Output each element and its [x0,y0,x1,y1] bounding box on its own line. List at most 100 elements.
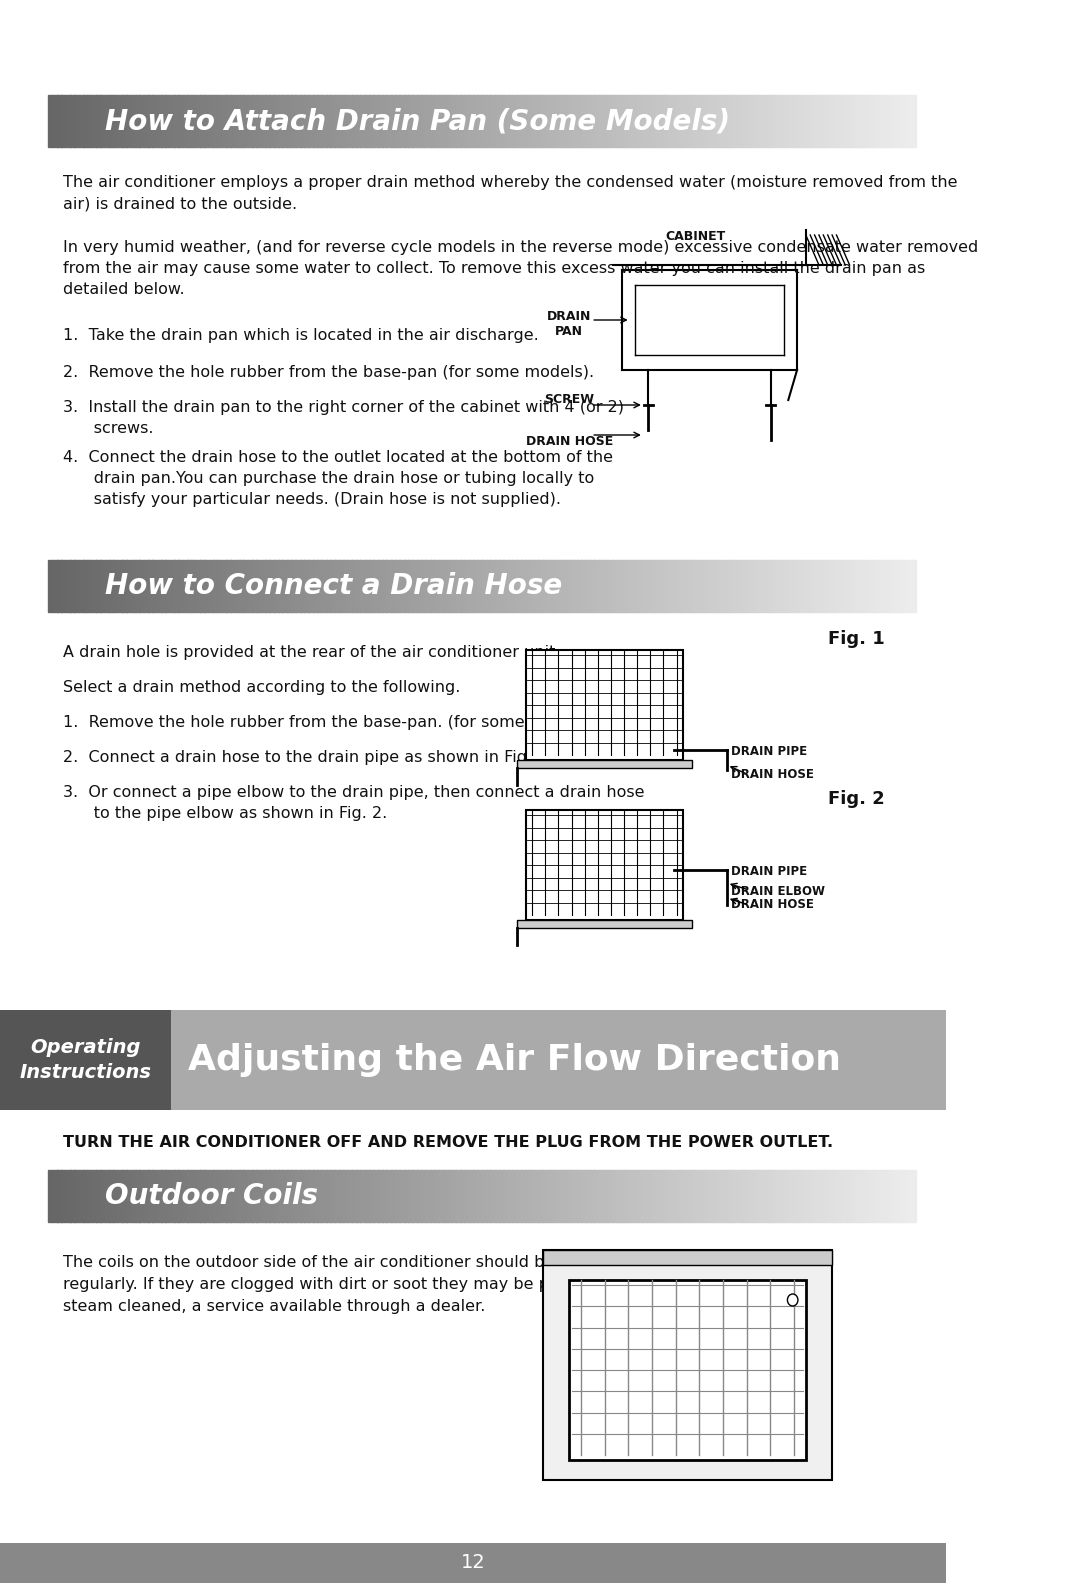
Bar [854,1170,860,1222]
Bar [421,560,427,613]
Bar [755,560,760,613]
Bar [781,95,786,147]
Bar [443,560,448,613]
Bar [378,560,383,613]
Bar [473,560,478,613]
Bar [664,95,669,147]
Bar [200,1170,205,1222]
Bar [625,560,630,613]
Bar [876,560,881,613]
Bar [299,1170,305,1222]
Bar [421,1170,427,1222]
Bar [105,95,110,147]
Bar [260,1170,266,1222]
Bar [643,560,647,613]
Bar [503,1170,509,1222]
Bar [477,95,483,147]
Bar [348,560,352,613]
Bar [70,1170,76,1222]
Bar [234,1170,240,1222]
Bar [469,95,474,147]
Bar [820,1170,825,1222]
Bar [191,95,197,147]
Bar [131,560,136,613]
Bar [755,95,760,147]
Bar [322,560,326,613]
Bar [499,560,504,613]
Bar [876,95,881,147]
Bar [656,560,660,613]
Bar [234,95,240,147]
Bar [738,95,743,147]
Bar [174,1170,179,1222]
Bar [603,560,608,613]
Bar [630,95,634,147]
Bar [690,1170,696,1222]
Bar [794,95,799,147]
Bar [846,95,851,147]
Text: 1.  Remove the hole rubber from the base-pan. (for some models): 1. Remove the hole rubber from the base-… [63,716,594,730]
Bar [265,1170,270,1222]
Bar [122,560,127,613]
Bar [278,560,283,613]
Bar [343,1170,348,1222]
Bar [451,1170,457,1222]
Bar [139,95,145,147]
Bar [460,95,465,147]
Bar [897,560,903,613]
Bar [820,95,825,147]
Text: DRAIN HOSE: DRAIN HOSE [731,768,814,780]
Bar [157,1170,162,1222]
Bar [733,95,739,147]
Bar [837,95,842,147]
Bar [516,95,522,147]
Bar [512,1170,517,1222]
Bar [529,95,535,147]
Bar [677,560,683,613]
Text: DRAIN
PAN: DRAIN PAN [548,310,592,339]
Bar [178,95,184,147]
Bar [49,95,53,147]
Bar [126,95,132,147]
Bar [195,560,201,613]
Bar [611,95,617,147]
Bar [382,95,388,147]
Bar [725,560,730,613]
Bar [572,95,578,147]
Bar [308,560,313,613]
Bar [673,95,678,147]
Bar [811,560,816,613]
Bar [152,560,158,613]
Bar [122,1170,127,1222]
Bar [585,560,591,613]
Bar [417,1170,422,1222]
Bar [378,95,383,147]
Bar [611,1170,617,1222]
Bar [326,95,330,147]
Bar [777,560,782,613]
Bar [564,1170,569,1222]
Bar [798,1170,804,1222]
Bar [910,95,916,147]
Bar [538,95,543,147]
Bar [252,560,257,613]
Bar [811,1170,816,1222]
Bar [131,95,136,147]
Bar [751,1170,756,1222]
Bar [374,95,379,147]
Bar [105,560,110,613]
Bar [625,1170,630,1222]
Bar [269,560,274,613]
Text: Outdoor Coils: Outdoor Coils [105,1183,319,1209]
Bar [546,95,552,147]
Bar [291,560,296,613]
Bar [365,95,369,147]
Bar [161,560,166,613]
Bar [400,1170,405,1222]
Bar [759,95,765,147]
Bar [113,95,119,147]
Bar [100,1170,106,1222]
Bar [118,1170,123,1222]
Bar [854,560,860,613]
Bar [79,1170,84,1222]
